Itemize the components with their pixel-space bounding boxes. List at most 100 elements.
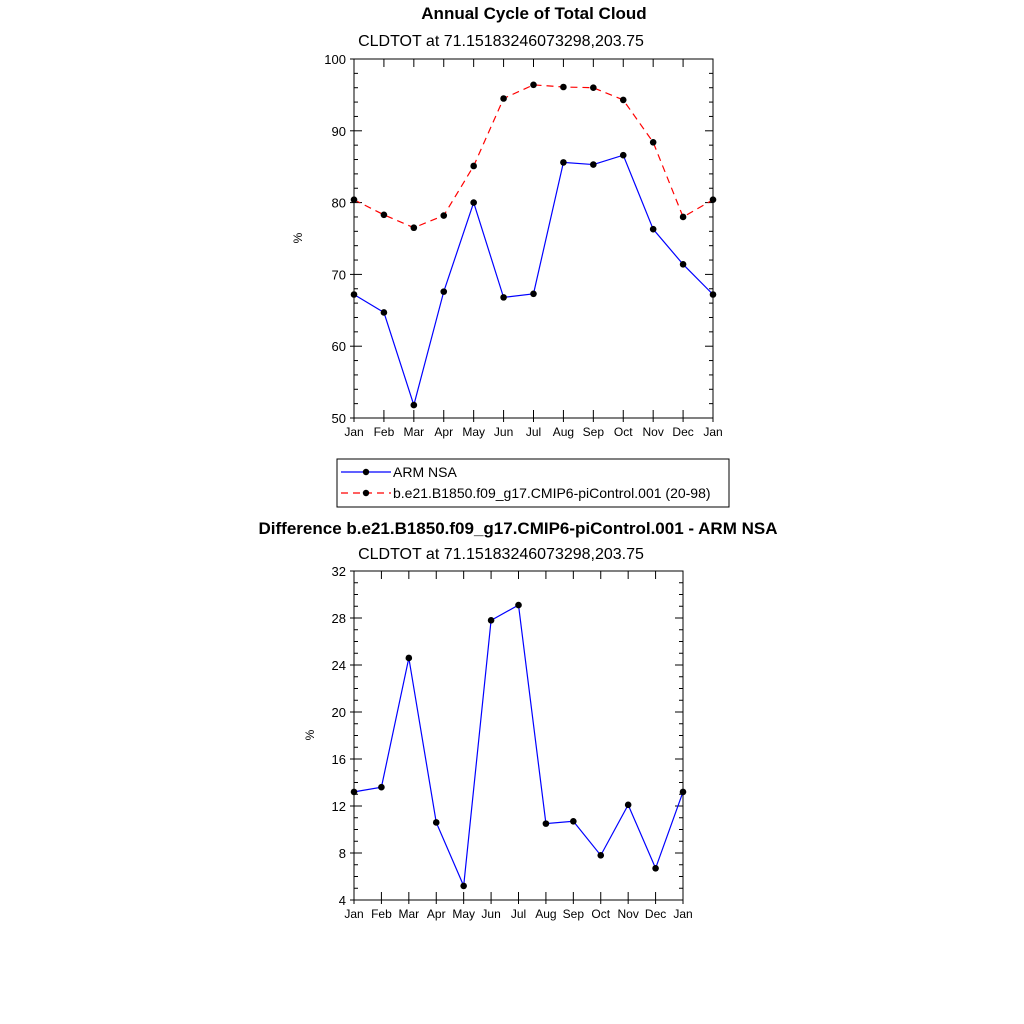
legend-obs-marker: [362, 468, 370, 476]
chart2-series-0-point: [652, 864, 659, 872]
chart1-series-1-point: [440, 212, 448, 219]
chart1-series-0-point: [500, 294, 507, 301]
chart2-series-0-point: [597, 852, 605, 859]
chart2-ytick-label: 28: [332, 611, 346, 626]
chart1-series-1-point: [350, 196, 358, 204]
chart1-series-1-line: [353, 84, 714, 229]
chart1-ytick-label: 60: [332, 339, 346, 354]
chart2-ylabel: %: [303, 729, 317, 740]
chart2-xtick-label: Jun: [481, 907, 500, 921]
chart2-series-0-point: [405, 654, 413, 662]
chart2-xtick-label: Dec: [645, 907, 666, 921]
chart2-series-0-point: [679, 788, 687, 796]
chart2-series-0-point: [432, 819, 440, 826]
chart1-xtick-label: Dec: [672, 425, 693, 439]
chart1-xtick-label: Oct: [614, 425, 633, 439]
chart2-ytick-label: 24: [332, 658, 346, 673]
chart2-xtick-label: Feb: [371, 907, 392, 921]
chart1-xtick-label: Jul: [526, 425, 541, 439]
chart2-xtick-label: Jul: [511, 907, 526, 921]
chart1-ylabel: %: [291, 232, 305, 243]
chart2-ytick-label: 20: [332, 705, 346, 720]
chart1-series-1-point: [679, 213, 687, 221]
chart1-series-1-point: [709, 196, 717, 204]
chart2-xtick-label: Jan: [673, 907, 692, 921]
chart1-xtick-label: Sep: [583, 425, 605, 439]
legend-obs-label: ARM NSA: [393, 464, 457, 480]
chart1-legend: ARM NSA b.e21.B1850.f09_g17.CMIP6-piCont…: [336, 458, 730, 508]
chart2-xtick-label: Mar: [398, 907, 419, 921]
chart1-series-1-point: [590, 84, 597, 92]
chart1-series-0-point: [649, 225, 657, 233]
chart1-xtick-label: Jun: [494, 425, 513, 439]
chart1-series-1-point: [410, 224, 418, 232]
chart1-series-0-point: [679, 261, 687, 268]
chart2-ytick-label: 12: [332, 799, 346, 814]
chart1-series-1-point: [500, 95, 507, 102]
chart2-xtick-label: Sep: [563, 907, 585, 921]
chart2-ytick-label: 32: [332, 564, 346, 579]
chart1-series-0-point: [709, 291, 717, 298]
chart1-xtick-label: Jan: [703, 425, 722, 439]
chart1-series-0-point: [350, 291, 358, 298]
chart2-series-0-point: [378, 783, 385, 791]
chart1-series-0-point: [410, 401, 418, 409]
chart2-series-0-point: [624, 801, 632, 809]
chart1-series-0-point: [470, 199, 477, 206]
chart1-series-0-point: [619, 151, 627, 159]
chart2-series-0-point: [460, 882, 467, 890]
chart1-series-0-point: [560, 159, 567, 166]
legend-model-marker: [362, 489, 370, 497]
chart1-xtick-label: Nov: [642, 425, 663, 439]
chart2-xtick-label: May: [452, 907, 475, 921]
chart1-series-1-point: [649, 138, 657, 146]
chart1-ytick-label: 100: [324, 52, 346, 67]
chart1-ytick-label: 90: [332, 124, 346, 139]
chart1-ytick-label: 80: [332, 196, 346, 211]
chart2-series-0-line: [353, 604, 684, 889]
chart2-title: Difference b.e21.B1850.f09_g17.CMIP6-piC…: [259, 519, 778, 538]
chart1-series-0-point: [380, 309, 388, 316]
chart2-subtitle: CLDTOT at 71.15183246073298,203.75: [358, 546, 644, 563]
chart2-series-0-point: [350, 788, 358, 796]
chart1-series-1-point: [619, 96, 627, 104]
chart1-subtitle: CLDTOT at 71.15183246073298,203.75: [358, 33, 644, 50]
chart2-series-0-point: [570, 817, 577, 825]
chart1-xtick-label: Feb: [374, 425, 395, 439]
chart1-series-1-point: [470, 162, 477, 170]
legend-box: [336, 458, 730, 508]
chart1-series-1-point: [380, 211, 388, 219]
chart2-ytick-label: 8: [339, 846, 346, 861]
chart2-xtick-label: Jan: [344, 907, 363, 921]
chart1-xtick-label: Apr: [434, 425, 453, 439]
chart1-xtick-label: Mar: [403, 425, 424, 439]
chart2-xtick-label: Apr: [427, 907, 446, 921]
chart2-series-0-point: [487, 617, 495, 624]
chart1-series-0-line: [353, 154, 714, 408]
chart1-ytick-label: 50: [332, 411, 346, 426]
chart2-xtick-label: Nov: [617, 907, 638, 921]
chart1-series-0-point: [530, 290, 537, 298]
chart1-xtick-label: May: [462, 425, 485, 439]
chart2-series-0-point: [542, 820, 550, 827]
chart2-ytick-label: 16: [332, 752, 346, 767]
chart1-series-1-point: [560, 83, 567, 91]
legend-model-label: b.e21.B1850.f09_g17.CMIP6-piControl.001 …: [393, 485, 711, 501]
chart2-ytick-label: 4: [339, 893, 346, 908]
chart1-series-0-point: [440, 288, 448, 295]
chart1-title: Annual Cycle of Total Cloud: [421, 4, 646, 23]
chart1-xtick-label: Aug: [553, 425, 574, 439]
chart2-frame: [353, 570, 684, 901]
chart2-xtick-label: Aug: [535, 907, 556, 921]
chart1-ytick-label: 70: [332, 267, 346, 282]
chart1-xtick-label: Jan: [344, 425, 363, 439]
chart1-frame: [353, 58, 714, 419]
chart1-series-0-point: [590, 161, 597, 168]
chart2-series-0-point: [515, 601, 522, 609]
chart2-plot: 4 8 12 16 20 24 28 32 Jan Feb Mar Apr May Jun Jul Aug Se…: [332, 564, 693, 921]
chart2-xtick-label: Oct: [591, 907, 610, 921]
chart1-series-1-point: [530, 81, 537, 89]
chart1-plot: 50 60 70 80 90 100 Jan Feb Mar Apr May Jun Jul Aug Sep…: [324, 52, 722, 439]
